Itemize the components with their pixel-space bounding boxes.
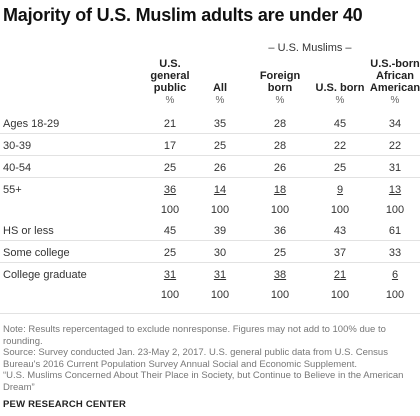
cell-foreign: 100 — [270, 204, 290, 216]
cell-usborn: 9 — [336, 184, 344, 196]
cell-usborn: 37 — [333, 247, 347, 259]
cell-foreign: 38 — [273, 269, 287, 281]
cell-foreign: 100 — [270, 289, 290, 301]
cell-foreign: 25 — [273, 247, 287, 259]
row-divider — [0, 177, 420, 178]
row-divider — [0, 313, 420, 314]
source-text: Source: Survey conducted Jan. 23-May 2, … — [3, 347, 388, 370]
cell-foreign: 18 — [273, 184, 287, 196]
percent-unit-general: % — [165, 95, 175, 106]
percent-unit-foreign: % — [275, 95, 285, 106]
cell-afam: 31 — [388, 162, 402, 174]
cell-usborn: 21 — [333, 269, 347, 281]
cell-all: 30 — [213, 247, 227, 259]
cell-general: 25 — [163, 162, 177, 174]
cell-foreign: 26 — [273, 162, 287, 174]
cell-all: 100 — [210, 289, 230, 301]
cell-usborn: 100 — [330, 289, 350, 301]
table-row: 55+ 36 14 18 9 13 — [0, 184, 420, 202]
row-divider — [0, 133, 420, 134]
cell-afam: 100 — [385, 204, 405, 216]
table-row: 40-54 25 26 26 25 31 — [0, 162, 420, 180]
cell-all: 25 — [213, 140, 227, 152]
row-label: 40-54 — [3, 162, 32, 174]
notes-block: Note: Results repercentaged to exclude n… — [3, 324, 417, 393]
cell-foreign: 28 — [273, 118, 287, 130]
row-divider — [0, 240, 420, 241]
row-label: 30-39 — [3, 140, 32, 152]
cell-afam: 6 — [391, 269, 399, 281]
report-title: “U.S. Muslims Concerned About Their Plac… — [3, 370, 404, 393]
column-header-usborn: U.S. born — [315, 82, 365, 94]
cell-usborn: 43 — [333, 225, 347, 237]
row-label: HS or less — [3, 225, 54, 237]
percent-unit-all: % — [215, 95, 225, 106]
total-row: 100 100 100 100 100 — [0, 204, 420, 222]
cell-general: 17 — [163, 140, 177, 152]
cell-all: 14 — [213, 184, 227, 196]
cell-afam: 22 — [388, 140, 402, 152]
note-text: Note: Results repercentaged to exclude n… — [3, 324, 386, 347]
cell-general: 31 — [163, 269, 177, 281]
table-row: College graduate 31 31 38 21 6 — [0, 269, 420, 287]
cell-general: 45 — [163, 225, 177, 237]
cell-all: 39 — [213, 225, 227, 237]
cell-foreign: 36 — [273, 225, 287, 237]
page-title: Majority of U.S. Muslim adults are under… — [3, 5, 363, 25]
cell-foreign: 28 — [273, 140, 287, 152]
cell-afam: 100 — [385, 289, 405, 301]
percent-unit-afam: % — [390, 95, 400, 106]
row-label: 55+ — [3, 184, 22, 196]
cell-afam: 34 — [388, 118, 402, 130]
table-row: 30-39 17 25 28 22 22 — [0, 140, 420, 158]
cell-general: 25 — [163, 247, 177, 259]
cell-usborn: 100 — [330, 204, 350, 216]
cell-general: 100 — [160, 289, 180, 301]
cell-all: 35 — [213, 118, 227, 130]
cell-usborn: 45 — [333, 118, 347, 130]
row-label: Ages 18-29 — [3, 118, 60, 130]
cell-usborn: 22 — [333, 140, 347, 152]
cell-all: 31 — [213, 269, 227, 281]
cell-all: 26 — [213, 162, 227, 174]
table-row: Some college 25 30 25 37 33 — [0, 247, 420, 265]
us-muslims-group-label: – U.S. Muslims – — [268, 42, 352, 54]
table-row: HS or less 45 39 36 43 61 — [0, 225, 420, 243]
total-row: 100 100 100 100 100 — [0, 289, 420, 307]
column-header-general: U.S. general public — [150, 58, 190, 94]
column-header-foreign: Foreign born — [259, 70, 301, 94]
row-label: Some college — [3, 247, 70, 259]
cell-general: 21 — [163, 118, 177, 130]
cell-afam: 61 — [388, 225, 402, 237]
row-label: College graduate — [3, 269, 87, 281]
row-divider — [0, 262, 420, 263]
cell-afam: 13 — [388, 184, 402, 196]
cell-general: 36 — [163, 184, 177, 196]
cell-all: 100 — [210, 204, 230, 216]
cell-usborn: 25 — [333, 162, 347, 174]
organization-name: PEW RESEARCH CENTER — [3, 399, 127, 410]
cell-general: 100 — [160, 204, 180, 216]
column-header-afam: U.S.-born African American — [369, 58, 420, 94]
table-row: Ages 18-29 21 35 28 45 34 — [0, 118, 420, 136]
cell-afam: 33 — [388, 247, 402, 259]
percent-unit-usborn: % — [335, 95, 345, 106]
column-header-all: All — [212, 82, 228, 94]
row-divider — [0, 155, 420, 156]
